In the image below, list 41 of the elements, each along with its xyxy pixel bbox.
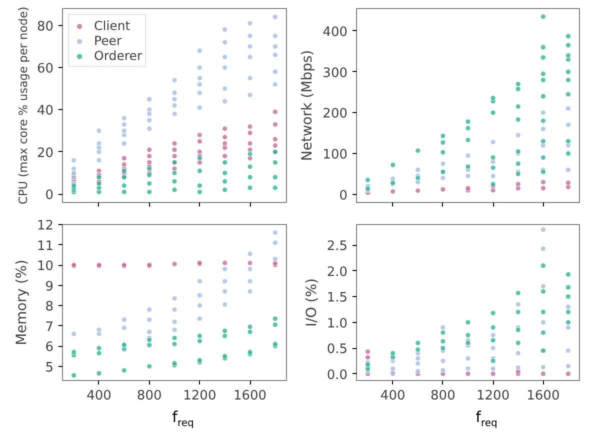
y-tick-label: 2.5	[326, 239, 348, 254]
x-tick-label: 1600	[526, 388, 560, 404]
y-axis-title: I/O (%)	[304, 278, 320, 327]
y-tick-label: 6	[45, 340, 54, 356]
y-tick-label: 1.5	[326, 290, 348, 306]
y-tick-label: 400	[322, 24, 348, 40]
y-tick-label: 2.0	[326, 264, 348, 280]
y-tick-label: 1.0	[326, 316, 348, 332]
y-axis-title: Memory (%)	[14, 260, 30, 346]
y-tick-label: 0	[45, 188, 54, 204]
y-tick-label: 0.5	[326, 342, 348, 358]
x-tick-label: 400	[86, 388, 112, 404]
x-tick-label: 800	[430, 388, 456, 404]
y-tick-label: 100	[322, 147, 348, 162]
x-tick-label: 400	[380, 388, 406, 404]
y-tick-label: 5	[45, 360, 54, 376]
y-axis-title: Network (Mbps)	[300, 50, 316, 161]
x-tick-label: 1200	[476, 388, 510, 404]
legend-label: Orderer	[94, 48, 142, 63]
y-tick-label: 8	[45, 300, 54, 315]
x-tick-label: 800	[136, 388, 162, 404]
y-tick-label: 7	[45, 320, 54, 335]
y-tick-label: 10	[36, 259, 54, 274]
x-axis-title: f$_{req}$	[172, 407, 194, 431]
x-tick-label: 1600	[233, 388, 267, 404]
y-tick-label: 40	[36, 104, 54, 119]
y-tick-label: 0	[339, 188, 348, 204]
y-tick-label: 9	[45, 279, 54, 294]
legend-label: Peer	[94, 33, 122, 48]
y-tick-label: 60	[36, 62, 54, 77]
x-axis-title: f$_{req}$	[476, 407, 498, 431]
x-tick-label: 1200	[183, 388, 216, 404]
y-tick-label: 200	[322, 106, 348, 122]
y-tick-label: 300	[322, 66, 348, 81]
y-tick-label: 11	[36, 238, 54, 254]
y-tick-label: 12	[36, 218, 54, 234]
legend-label: Client	[94, 18, 130, 33]
y-tick-label: 20	[36, 146, 54, 161]
y-tick-label: 80	[36, 19, 54, 34]
y-tick-label: 0.0	[326, 368, 348, 383]
y-axis-title: CPU (max core % usage per node)	[16, 6, 30, 204]
